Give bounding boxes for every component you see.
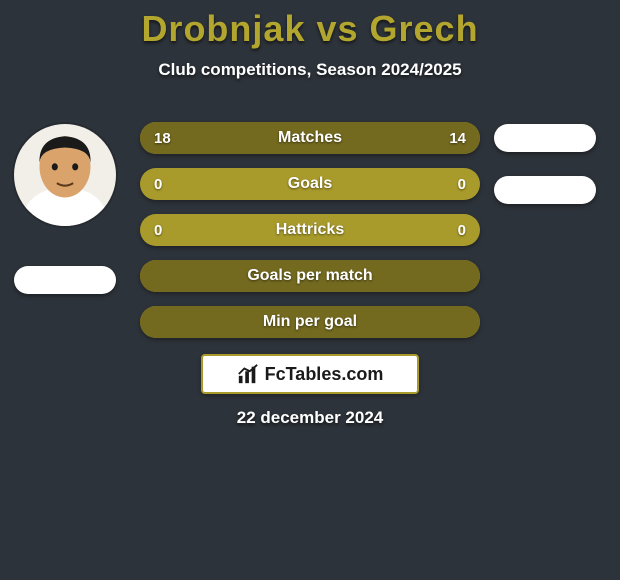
player-right-flag-2: [494, 176, 596, 204]
stats-bars: 18 14 Matches 0 0 Goals 0 0 Hattricks Goals per m…: [140, 122, 480, 338]
subtitle: Club competitions, Season 2024/2025: [0, 60, 620, 80]
player-left-avatar: [14, 124, 116, 226]
stat-bar: Goals per match: [140, 260, 480, 292]
brand-text: FcTables.com: [265, 364, 384, 385]
chart-icon: [237, 363, 259, 385]
stat-bar: 0 0 Hattricks: [140, 214, 480, 246]
avatar-photo-icon: [14, 124, 116, 226]
date-text: 22 december 2024: [0, 408, 620, 428]
page-title: Drobnjak vs Grech: [0, 0, 620, 50]
stat-label: Matches: [278, 129, 342, 147]
stat-value-right: 0: [458, 222, 466, 239]
comparison-infographic: Drobnjak vs Grech Club competitions, Sea…: [0, 0, 620, 580]
stat-bar: 0 0 Goals: [140, 168, 480, 200]
stat-bar: Min per goal: [140, 306, 480, 338]
stat-value-right: 0: [458, 176, 466, 193]
stat-label: Min per goal: [263, 313, 357, 331]
player-right-flag-1: [494, 124, 596, 152]
stat-value-left: 0: [154, 176, 162, 193]
stat-bar: 18 14 Matches: [140, 122, 480, 154]
stat-label: Hattricks: [276, 221, 344, 239]
stat-value-right: 14: [449, 130, 466, 147]
stat-label: Goals: [288, 175, 332, 193]
stat-value-left: 0: [154, 222, 162, 239]
player-left-flag: [14, 266, 116, 294]
stat-label: Goals per match: [247, 267, 372, 285]
brand-box: FcTables.com: [201, 354, 419, 394]
stat-value-left: 18: [154, 130, 171, 147]
player-right-column: [490, 124, 600, 204]
player-left-column: [10, 124, 120, 294]
